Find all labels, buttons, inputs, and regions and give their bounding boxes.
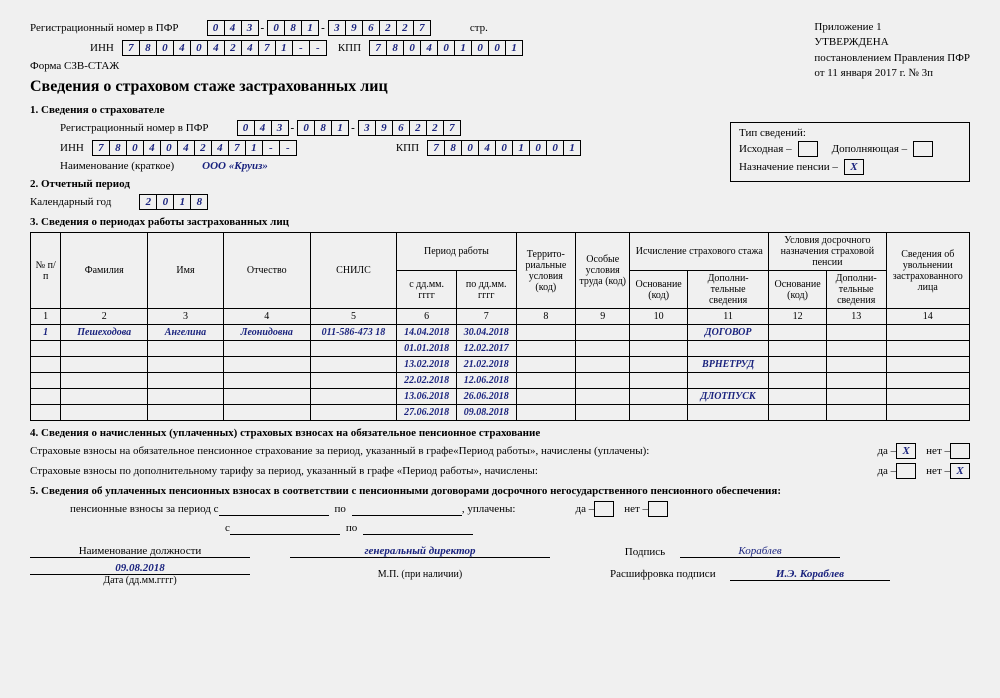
s5-line1: пенсионные взносы за период с xyxy=(70,503,219,515)
decode-label: Расшифровка подписи xyxy=(610,568,730,580)
s4-no2-box: X xyxy=(950,463,970,479)
s5-po1: по xyxy=(335,503,346,515)
s5-paid: , уплачены: xyxy=(462,503,516,515)
s5-no-box xyxy=(648,501,668,517)
s1-reg2: 081 xyxy=(297,120,348,136)
s4-yes2-box xyxy=(896,463,916,479)
approval-block: Приложение 1 УТВЕРЖДЕНА постановлением П… xyxy=(814,20,970,82)
s5-to2 xyxy=(363,521,473,535)
reg-part3: 396227 xyxy=(328,20,430,36)
year-label: Календарный год xyxy=(30,196,111,208)
sign-label: Подпись xyxy=(610,546,680,558)
s5-po2: по xyxy=(346,522,357,534)
s5-no: нет – xyxy=(624,503,648,515)
reg-part1: 043 xyxy=(207,20,258,36)
s4-yes1: да – xyxy=(877,445,896,457)
s1-name-value: ООО «Круиз» xyxy=(202,160,268,172)
s1-reg3: 396227 xyxy=(358,120,460,136)
section5-title: 5. Сведения об уплаченных пенсионных взн… xyxy=(30,485,970,497)
stamp-label: М.П. (при наличии) xyxy=(290,569,550,580)
s1-name-label: Наименование (краткое) xyxy=(60,160,174,172)
position-label: Наименование должности xyxy=(30,545,250,558)
reg-part2: 081 xyxy=(267,20,318,36)
s1-kpp-label: КПП xyxy=(396,142,419,154)
s4-yes1-box: X xyxy=(896,443,916,459)
reg-label: Регистрационный номер в ПФР xyxy=(30,22,179,34)
kpp-label: КПП xyxy=(338,42,361,54)
inn-label: ИНН xyxy=(90,42,114,54)
pension-check: X xyxy=(844,159,864,175)
type-box: Тип сведений: Исходная – Дополняющая – Н… xyxy=(730,122,970,182)
s4-no2: нет – xyxy=(926,465,950,477)
s1-inn: 7804042471-- xyxy=(92,140,296,156)
s1-inn-label: ИНН xyxy=(60,142,84,154)
inn-cells: 7804042471-- xyxy=(122,40,326,56)
date-label: Дата (дд.мм.гггг) xyxy=(30,575,250,586)
s1-kpp: 780401001 xyxy=(427,140,580,156)
s5-from2 xyxy=(230,521,340,535)
signature: Кораблев xyxy=(680,545,840,558)
kpp-cells: 780401001 xyxy=(369,40,522,56)
section3-title: 3. Сведения о периодах работы застрахова… xyxy=(30,216,970,228)
section4-title: 4. Сведения о начисленных (уплаченных) с… xyxy=(30,427,970,439)
s4-yes2: да – xyxy=(877,465,896,477)
s4-line1: Страховые взносы на обязательное пенсион… xyxy=(30,445,649,457)
s5-yes-box xyxy=(594,501,614,517)
str-label: стр. xyxy=(470,22,488,34)
s4-no1: нет – xyxy=(926,445,950,457)
s4-no1-box xyxy=(950,443,970,459)
s5-yes: да – xyxy=(575,503,594,515)
position-value: генеральный директор xyxy=(290,545,550,558)
s1-reg-label: Регистрационный номер в ПФР xyxy=(60,122,209,134)
s1-reg1: 043 xyxy=(237,120,288,136)
s5-to1 xyxy=(352,502,462,516)
s4-line2: Страховые взносы по дополнительному тари… xyxy=(30,465,538,477)
section1-title: 1. Сведения о страхователе xyxy=(30,104,970,116)
main-table: № п/п Фамилия Имя Отчество СНИЛС Период … xyxy=(30,232,970,421)
decode-value: И.Э. Кораблев xyxy=(730,568,890,581)
year-cells: 2018 xyxy=(139,194,207,210)
date-value: 09.08.2018 xyxy=(30,562,250,575)
s5-from1 xyxy=(219,502,329,516)
